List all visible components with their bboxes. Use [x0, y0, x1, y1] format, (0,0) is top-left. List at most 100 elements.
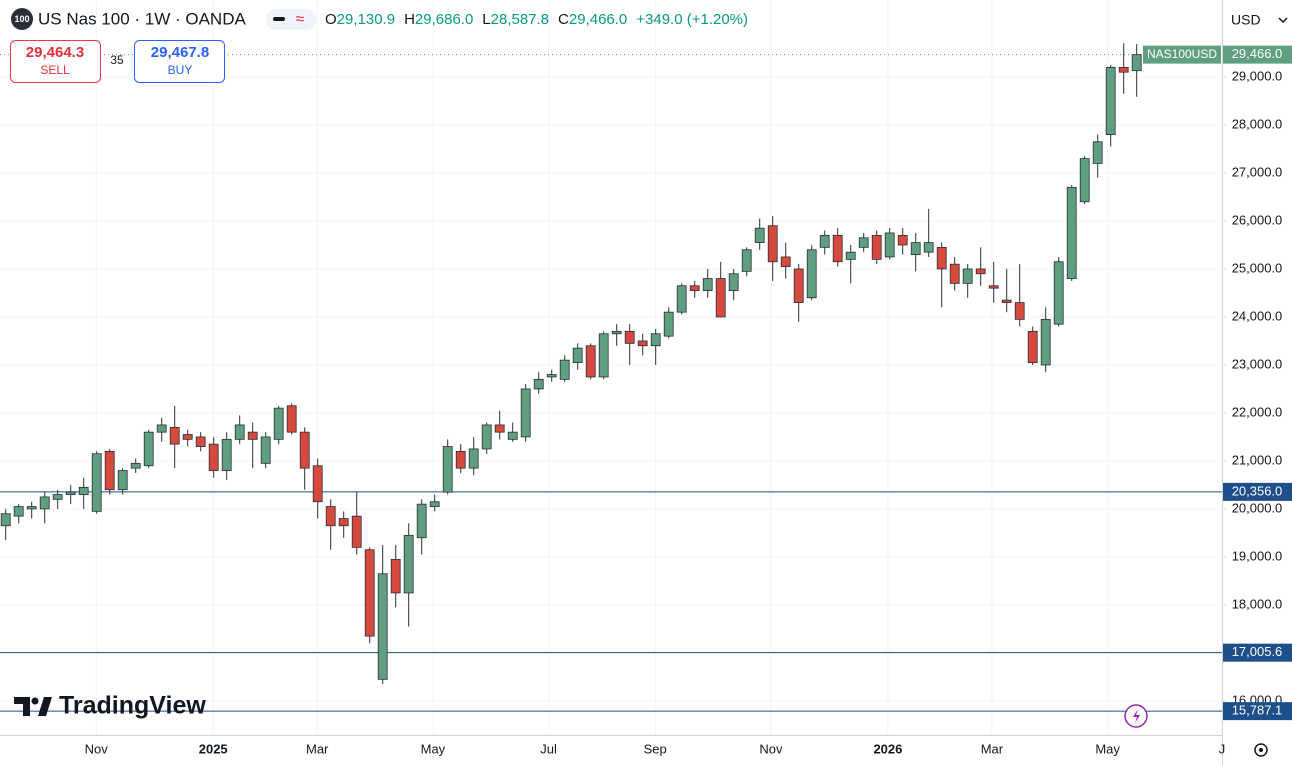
x-tick-label: May [1095, 741, 1120, 756]
ohlc-label: L [482, 11, 490, 28]
sell-button[interactable] [10, 40, 101, 83]
candle-body [975, 268, 986, 275]
axis: 16,000.017,000.018,000.019,000.020,000.0… [85, 45, 1292, 756]
logo: TradingView [14, 692, 206, 720]
last-price-box [1223, 45, 1292, 64]
candle-body [429, 501, 440, 507]
candle-body [1131, 54, 1142, 72]
x-tick-label: Nov [85, 741, 109, 756]
ohlc-change: +349.0 (+1.20%) [636, 11, 748, 28]
x-tick-label: Mar [306, 741, 329, 756]
candle-body [910, 242, 921, 255]
candle-body [325, 506, 336, 527]
level-label: 20,356.0 [1232, 483, 1283, 498]
candle-body [949, 263, 960, 284]
candle-body [1001, 299, 1012, 303]
candle-body [286, 405, 297, 433]
candle-body [988, 285, 999, 289]
y-tick-label: 26,000.0 [1232, 212, 1283, 227]
candle-body [117, 470, 128, 491]
candle-body [273, 407, 284, 440]
candle-body [78, 486, 89, 495]
candle-body [312, 465, 323, 503]
buy-price: 29,467.8 [151, 44, 209, 61]
status-pill[interactable] [266, 9, 316, 30]
ohlc-value: 29,466.0 [569, 11, 627, 28]
candle-body [169, 426, 180, 445]
level-label-box [1223, 643, 1292, 662]
settings-icon[interactable] [1254, 743, 1268, 757]
candle-body [533, 378, 544, 390]
candle-body [195, 436, 206, 447]
x-tick-label: Sep [644, 741, 667, 756]
candle-body [572, 347, 583, 363]
sell-price: 29,464.3 [26, 44, 84, 61]
y-tick-label: 28,000.0 [1232, 116, 1283, 131]
candle-body [754, 227, 765, 243]
candle-body [403, 534, 414, 594]
settings-icon [1259, 748, 1263, 752]
candle-body [299, 431, 310, 469]
candle-body [1040, 318, 1051, 366]
logo-text: TradingView [59, 692, 206, 720]
candle-body [637, 340, 648, 347]
candle-body [156, 424, 167, 433]
x-tick-label: 2026 [873, 741, 902, 756]
level-label-box [1223, 702, 1292, 721]
currency-label: USD [1231, 12, 1261, 28]
candle-body [182, 434, 193, 440]
candle-body [1118, 66, 1129, 73]
candle-body [468, 448, 479, 469]
y-tick-label: 18,000.0 [1232, 596, 1283, 611]
candle-body [702, 278, 713, 291]
candle-body [793, 268, 804, 303]
candle-body [884, 232, 895, 258]
candles [0, 43, 1142, 685]
symbol-title[interactable]: US Nas 100 · 1W · OANDA [38, 9, 246, 28]
candle-body [767, 225, 778, 263]
last-price-name-box [1143, 45, 1221, 64]
candle-body [520, 388, 531, 438]
candle-body [0, 513, 11, 527]
candle-body [1027, 330, 1038, 363]
candle-body [962, 268, 973, 284]
logo-icon [38, 697, 52, 716]
candle-body [390, 558, 401, 594]
y-tick-label: 25,000.0 [1232, 260, 1283, 275]
y-tick-label: 19,000.0 [1232, 548, 1283, 563]
candle-body [845, 251, 856, 260]
candle-body [39, 496, 50, 510]
candle-body [819, 234, 830, 248]
candle-body [455, 450, 466, 469]
dropdown-arrow [1278, 17, 1288, 24]
candle-body [611, 330, 622, 335]
candle-body [507, 431, 518, 440]
candle-body [91, 453, 102, 512]
status-icon: ≈ [296, 11, 305, 28]
buy-button[interactable] [134, 40, 225, 83]
candle-body [1105, 66, 1116, 135]
badge-text: 100 [14, 14, 29, 24]
candle-body [871, 234, 882, 260]
levels [0, 54, 1222, 712]
candle-body [728, 273, 739, 291]
candle-body [546, 374, 557, 378]
candle-body [143, 431, 154, 467]
level-label-box [1223, 482, 1292, 501]
ohlc-value: 29,130.9 [337, 11, 395, 28]
x-tick-label: May [421, 741, 446, 756]
alert-icon [1133, 709, 1140, 723]
candle-body [676, 285, 687, 313]
candle-body [780, 256, 791, 267]
logo-icon [14, 697, 30, 716]
candle-body [234, 424, 245, 440]
candle-body [936, 246, 947, 270]
candle-body [559, 359, 570, 380]
candle-body [442, 446, 453, 493]
candle-body [663, 311, 674, 337]
x-tick-label: 2025 [199, 741, 228, 756]
candle-body [585, 345, 596, 378]
ohlc-label: O [325, 11, 337, 28]
